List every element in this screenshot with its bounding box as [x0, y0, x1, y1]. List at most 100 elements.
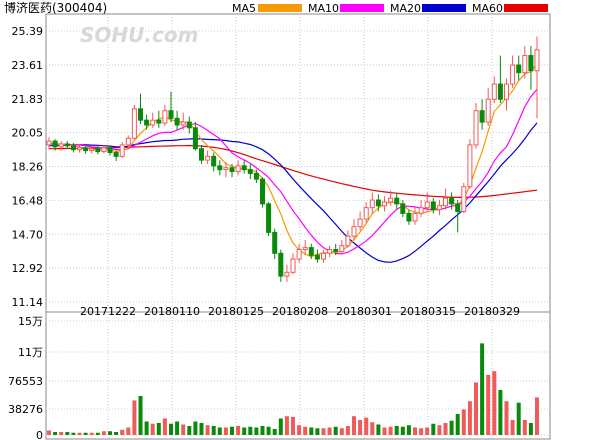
- volume-bar: [321, 428, 326, 435]
- candle: [479, 99, 485, 130]
- volume-bar: [413, 427, 417, 435]
- volume-tick-label: 15万: [18, 315, 43, 328]
- date-tick-label: 20180315: [400, 305, 456, 318]
- volume-bar: [431, 423, 436, 435]
- candle: [156, 110, 162, 128]
- volume-bar: [291, 416, 295, 435]
- candle: [473, 103, 479, 149]
- volume-bar: [211, 425, 216, 435]
- candle: [412, 207, 418, 225]
- candlesticks: [46, 36, 540, 282]
- candle: [192, 122, 198, 151]
- volume-bar: [467, 401, 472, 435]
- date-tick-label: 20180301: [336, 305, 392, 318]
- volume-bar: [169, 423, 173, 435]
- candle: [278, 249, 284, 282]
- candle: [394, 192, 400, 210]
- chart-title: 博济医药(300404): [4, 0, 107, 15]
- volume-bar: [144, 421, 149, 435]
- candle: [229, 163, 235, 178]
- price-panel-frame: [45, 13, 551, 313]
- volume-bar: [303, 426, 308, 435]
- volume-bar: [345, 425, 350, 435]
- candle: [284, 264, 290, 282]
- volume-bar: [400, 426, 405, 435]
- date-tick-label: 20180125: [208, 305, 264, 318]
- candle: [174, 110, 180, 130]
- candle: [375, 194, 381, 212]
- volume-bar: [406, 425, 411, 435]
- candle: [528, 46, 534, 90]
- volume-bar: [77, 432, 82, 435]
- volume-bar: [419, 428, 424, 435]
- candle: [211, 152, 217, 172]
- volume-bar: [370, 422, 375, 435]
- volume-bar: [437, 425, 442, 435]
- volume-panel-frame: [45, 311, 551, 440]
- price-tick-label: 12.92: [12, 262, 44, 275]
- volume-bar: [53, 431, 58, 435]
- ma10-line: [49, 89, 538, 255]
- legend-label-ma20: MA20: [390, 2, 421, 15]
- candle: [199, 144, 204, 164]
- candle: [534, 36, 540, 119]
- candle: [400, 200, 406, 218]
- moving-average-lines: [48, 62, 538, 263]
- volume-bar: [248, 426, 253, 435]
- volume-bar: [327, 427, 332, 435]
- volume-bar: [376, 424, 381, 435]
- volume-bar: [71, 432, 76, 435]
- volume-bar: [504, 401, 509, 435]
- volume-bar: [474, 382, 478, 435]
- candle: [321, 249, 326, 263]
- volume-bar: [394, 425, 399, 435]
- legend-label-ma10: MA10: [308, 2, 339, 15]
- candle: [449, 192, 455, 210]
- candle: [406, 209, 412, 225]
- price-tick-label: 25.39: [12, 25, 44, 38]
- volume-bar: [95, 432, 100, 435]
- volume-bar: [217, 427, 222, 435]
- volume-bar: [297, 425, 302, 435]
- legend-swatch-ma20: [422, 4, 466, 12]
- volume-bar: [315, 428, 320, 435]
- candle: [46, 137, 52, 149]
- candle: [436, 200, 442, 216]
- volume-bar: [175, 421, 180, 435]
- volume-bar: [199, 422, 204, 435]
- volume-bars: [47, 343, 539, 435]
- candle: [83, 145, 89, 154]
- price-tick-label: 16.48: [12, 194, 44, 207]
- candle: [205, 150, 211, 164]
- volume-bar: [333, 426, 338, 435]
- volume-bar: [461, 409, 466, 435]
- candle: [455, 200, 461, 233]
- candle: [290, 253, 296, 275]
- candle: [113, 150, 119, 162]
- volume-bar: [108, 431, 112, 435]
- volume-bar: [388, 426, 393, 435]
- candle: [351, 219, 357, 241]
- candle: [333, 243, 339, 256]
- candle: [467, 139, 473, 189]
- candle: [314, 249, 320, 263]
- volume-bar: [254, 427, 259, 435]
- volume-bar: [516, 402, 521, 435]
- candle: [369, 192, 375, 214]
- candle: [180, 112, 186, 130]
- volume-bar: [309, 427, 314, 435]
- volume-bar: [138, 395, 143, 435]
- volume-tick-label: 0: [36, 429, 43, 440]
- date-tick-label: 20180208: [272, 305, 328, 318]
- date-axis: 20171222 20180110 20180125 20180208 20180301…: [80, 305, 520, 318]
- candle: [272, 228, 278, 260]
- legend-label-ma60: MA60: [472, 2, 503, 15]
- candle: [95, 144, 101, 155]
- volume-bar: [266, 426, 271, 435]
- volume-tick-label: 38276: [8, 403, 43, 416]
- candle: [266, 201, 272, 237]
- candle: [491, 76, 497, 104]
- volume-bar: [272, 428, 277, 435]
